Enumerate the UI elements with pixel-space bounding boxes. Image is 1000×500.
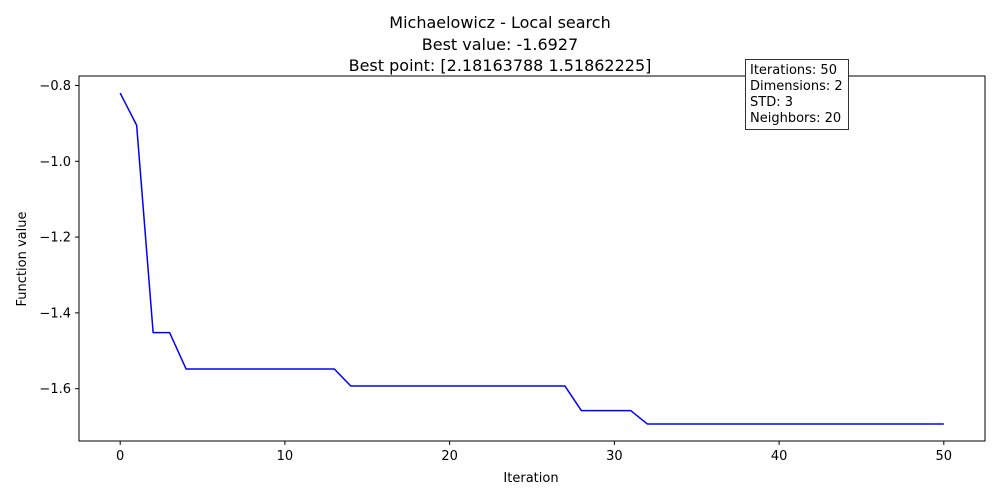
y-tick-label: −1.4 [39, 306, 71, 321]
series-line [119, 92, 944, 425]
x-axis-label: Iteration [503, 471, 558, 486]
x-tick-label: 0 [116, 449, 124, 464]
annotation-iterations: Iterations: 50 [750, 63, 837, 78]
y-tick-label: −1.2 [39, 231, 71, 246]
x-tick-label: 50 [936, 449, 953, 464]
x-tick-label: 40 [771, 449, 788, 464]
x-tick-label: 30 [606, 449, 623, 464]
annotation-std: STD: 3 [750, 95, 793, 110]
chart-title-line-2: Best value: -1.6927 [421, 35, 579, 54]
plot-frame [78, 75, 986, 442]
y-axis: −0.8 −1.0 −1.2 −1.4 −1.6 [39, 79, 79, 397]
chart-title-line-3: Best point: [2.18163788 1.51862225] [348, 56, 652, 75]
x-axis: 0 10 20 30 40 50 [116, 441, 952, 464]
y-tick-label: −0.8 [39, 79, 71, 94]
y-tick-label: −1.0 [39, 155, 71, 170]
y-axis-label: Function value [15, 212, 30, 307]
x-tick-label: 10 [277, 449, 294, 464]
parameters-annotation-box: Iterations: 50 Dimensions: 2 STD: 3 Neig… [745, 59, 849, 130]
chart-title-line-1: Michaelowicz - Local search [389, 13, 611, 32]
series-layer [119, 92, 944, 425]
y-tick-label: −1.6 [39, 382, 71, 397]
x-tick-label: 20 [441, 449, 458, 464]
annotation-dimensions: Dimensions: 2 [750, 79, 843, 94]
annotation-neighbors: Neighbors: 20 [750, 111, 842, 126]
